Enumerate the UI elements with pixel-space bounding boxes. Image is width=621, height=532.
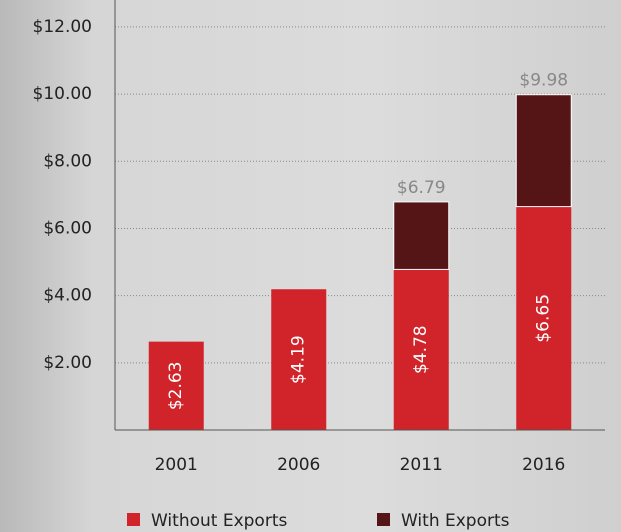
bar-segment (516, 206, 572, 430)
data-label: $4.78 (411, 325, 431, 374)
bar-segment (148, 341, 204, 430)
x-tick-label: 2016 (522, 455, 565, 475)
legend-label: With Exports (401, 511, 510, 531)
bar-segment (271, 289, 327, 430)
legend-swatch (127, 513, 140, 526)
y-tick-label: $10.00 (33, 84, 92, 104)
y-tick-label: $6.00 (43, 218, 92, 238)
x-tick-label: 2001 (155, 455, 198, 475)
bar-segment (515, 94, 572, 208)
x-tick-label: 2006 (277, 455, 320, 475)
bar-segment (393, 201, 450, 270)
data-label: $6.65 (534, 294, 554, 343)
y-tick-label: $8.00 (43, 151, 92, 171)
total-label: $9.98 (519, 71, 568, 91)
data-label: $2.63 (166, 361, 186, 410)
y-tick-label: $12.00 (33, 17, 92, 37)
legend-label: Without Exports (151, 511, 287, 531)
y-tick-label: $2.00 (43, 353, 92, 373)
data-label: $4.19 (289, 335, 309, 384)
bar-segment (393, 269, 449, 430)
legend-swatch (377, 513, 390, 526)
x-tick-label: 2011 (400, 455, 443, 475)
total-label: $6.79 (397, 178, 446, 198)
y-tick-label: $4.00 (43, 286, 92, 306)
